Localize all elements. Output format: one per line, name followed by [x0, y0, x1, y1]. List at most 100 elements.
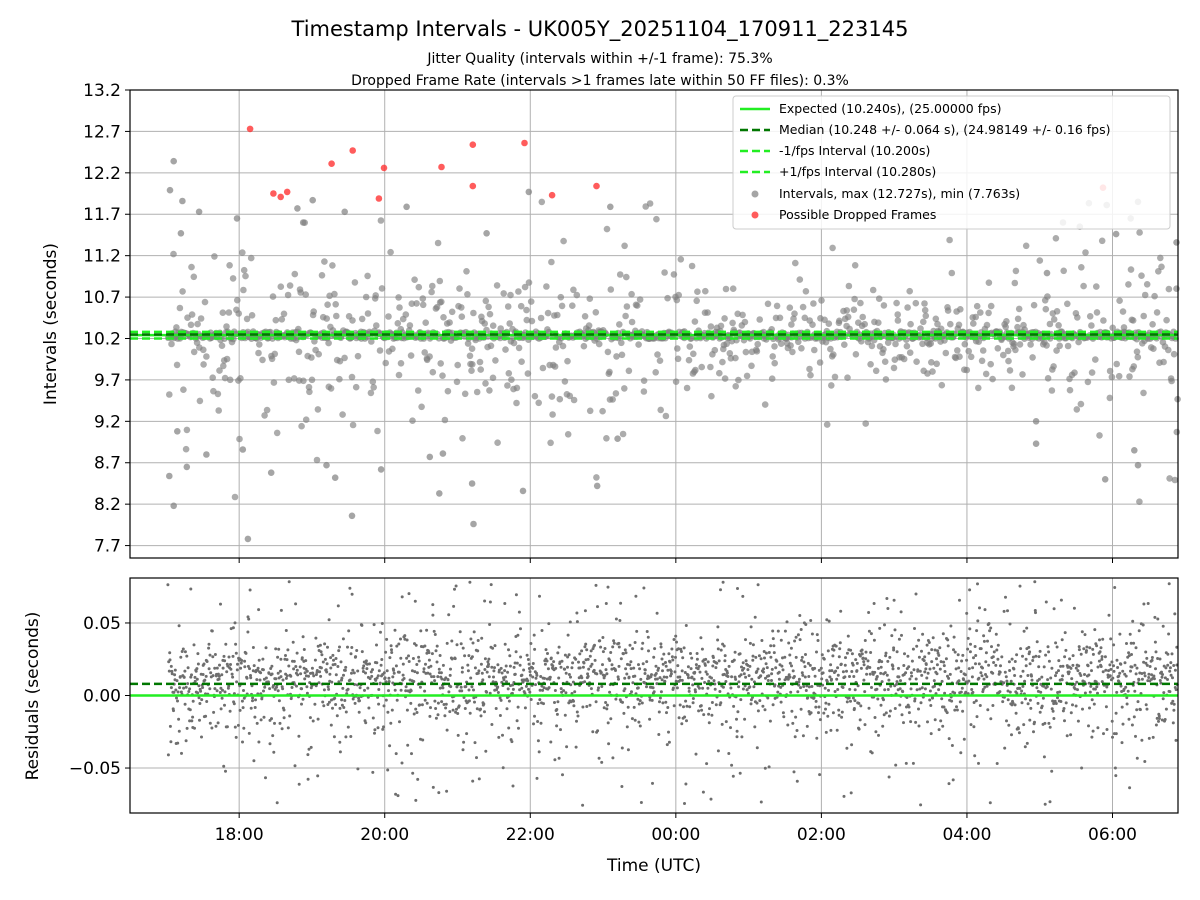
- residual-point: [760, 639, 764, 642]
- interval-point: [1166, 475, 1173, 482]
- residual-point: [664, 661, 667, 664]
- interval-outlier-point: [1032, 418, 1040, 425]
- residual-point: [1077, 648, 1081, 652]
- residual-point: [776, 629, 780, 633]
- interval-point: [564, 357, 571, 365]
- residual-point: [410, 752, 413, 756]
- residual-point: [803, 675, 807, 679]
- residual-point: [933, 684, 936, 688]
- residual-point: [826, 714, 830, 718]
- residual-point: [1083, 673, 1086, 676]
- interval-point: [236, 435, 243, 443]
- residual-point: [251, 646, 255, 649]
- residual-point: [373, 728, 377, 732]
- residual-point: [1150, 656, 1154, 659]
- interval-point: [994, 345, 1002, 352]
- residual-point: [895, 680, 899, 684]
- residual-point: [463, 654, 467, 658]
- residual-point: [920, 673, 924, 677]
- interval-outlier-point: [436, 490, 443, 497]
- residual-point: [1173, 612, 1177, 616]
- residual-point: [721, 685, 725, 689]
- interval-point: [1060, 267, 1067, 275]
- residual-point: [407, 654, 410, 658]
- residual-point: [867, 629, 871, 633]
- residual-point: [1112, 664, 1115, 668]
- residual-point: [787, 673, 791, 677]
- dropped-frame-point: [270, 190, 277, 197]
- residual-point: [586, 672, 590, 676]
- residual-point: [1105, 728, 1109, 731]
- interval-point: [1098, 237, 1106, 245]
- residual-point: [299, 672, 303, 676]
- residual-point: [759, 800, 763, 804]
- interval-point: [396, 304, 403, 311]
- residual-point: [939, 660, 943, 664]
- legend-swatch-dropped: [751, 211, 759, 219]
- residual-point: [424, 662, 427, 666]
- residual-point: [875, 675, 879, 678]
- residual-point: [575, 719, 578, 723]
- residual-point: [467, 699, 471, 703]
- residual-point: [220, 673, 224, 677]
- residuals-y-axis: 0.050.00−0.05: [69, 614, 130, 779]
- residual-point: [836, 688, 840, 691]
- residual-point: [614, 669, 617, 672]
- residual-point: [564, 691, 568, 695]
- residual-point: [704, 670, 708, 674]
- residual-point: [700, 676, 704, 680]
- residual-point: [598, 639, 602, 643]
- residual-point: [176, 741, 180, 745]
- residual-point: [427, 651, 431, 655]
- residual-point: [1161, 624, 1165, 628]
- residual-point: [393, 628, 397, 632]
- residual-point: [395, 644, 399, 648]
- interval-point: [719, 358, 726, 366]
- residual-point: [1026, 702, 1030, 706]
- residual-point: [358, 686, 362, 690]
- interval-point: [395, 294, 402, 301]
- residual-point: [357, 710, 361, 714]
- residual-point: [536, 739, 540, 743]
- interval-point: [395, 371, 403, 379]
- interval-point: [907, 320, 914, 328]
- residual-point: [415, 711, 419, 714]
- residual-point: [859, 704, 863, 708]
- interval-point: [482, 297, 490, 305]
- x-axis-label: Time (UTC): [606, 856, 701, 876]
- residual-point: [626, 705, 630, 709]
- residual-point: [1134, 646, 1138, 650]
- residual-point: [284, 654, 287, 657]
- interval-point: [434, 239, 442, 247]
- residual-point: [1145, 663, 1149, 667]
- residual-point: [1140, 672, 1144, 675]
- residual-point: [394, 664, 398, 668]
- residual-point: [1150, 673, 1154, 677]
- residual-point: [1166, 652, 1170, 656]
- interval-point: [975, 338, 982, 346]
- residual-point: [413, 670, 417, 674]
- residual-point: [777, 670, 781, 674]
- residual-point: [744, 659, 748, 663]
- residual-point: [1033, 580, 1037, 584]
- interval-point: [1138, 272, 1145, 280]
- interval-point: [243, 315, 251, 323]
- residual-point: [786, 677, 790, 681]
- residual-point: [1042, 665, 1046, 669]
- residual-point: [349, 735, 353, 738]
- interval-point: [961, 340, 969, 348]
- residual-point: [407, 592, 411, 596]
- interval-point: [506, 320, 513, 327]
- residual-point: [972, 725, 976, 729]
- residual-point: [335, 714, 339, 718]
- interval-outlier-point: [166, 472, 173, 480]
- interval-point: [1002, 323, 1009, 331]
- interval-point: [972, 313, 979, 321]
- interval-point: [975, 384, 982, 392]
- interval-point: [183, 426, 191, 434]
- residual-point: [1160, 670, 1163, 674]
- residual-point: [792, 675, 796, 678]
- residual-point: [1126, 689, 1130, 693]
- interval-point: [843, 307, 851, 314]
- residual-point: [822, 711, 826, 715]
